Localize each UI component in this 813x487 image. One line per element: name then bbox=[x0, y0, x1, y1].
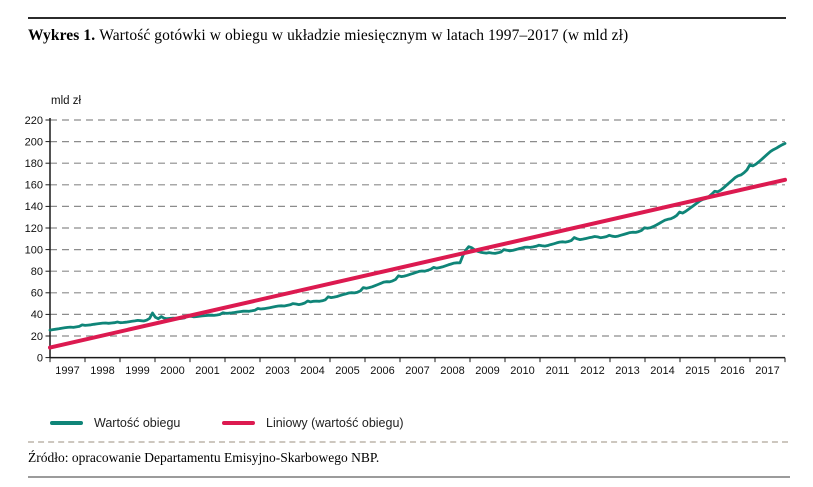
x-tick-label: 2012 bbox=[580, 365, 604, 377]
y-tick-label: 60 bbox=[31, 288, 43, 300]
y-tick-label: 120 bbox=[25, 223, 43, 235]
y-tick-label: 0 bbox=[37, 352, 43, 364]
legend-swatch-liniowy bbox=[222, 420, 255, 426]
legend-label-liniowy: Liniowy (wartość obiegu) bbox=[266, 416, 404, 430]
x-tick-label: 2005 bbox=[335, 365, 359, 377]
x-tick-label: 2013 bbox=[615, 365, 639, 377]
legend-item-liniowy: Liniowy (wartość obiegu) bbox=[222, 416, 404, 430]
x-tick-label: 2000 bbox=[160, 365, 184, 377]
x-tick-label: 2008 bbox=[440, 365, 464, 377]
y-tick-label: 200 bbox=[25, 136, 43, 148]
figure-label: Wykres 1. bbox=[28, 27, 96, 44]
y-tick-label: 160 bbox=[25, 180, 43, 192]
y-tick-label: 100 bbox=[25, 244, 43, 256]
x-tick-label: 2014 bbox=[650, 365, 674, 377]
trend-line-liniowy bbox=[48, 177, 787, 350]
x-tick-label: 2006 bbox=[370, 365, 394, 377]
x-tick-label: 2010 bbox=[510, 365, 534, 377]
figure-title: Wykres 1. Wartość gotówki w obiegu w ukła… bbox=[28, 27, 798, 45]
x-tick-label: 2004 bbox=[300, 365, 324, 377]
x-tick-label: 2017 bbox=[755, 365, 779, 377]
x-tick-label: 2015 bbox=[685, 365, 709, 377]
y-tick-label: 140 bbox=[25, 201, 43, 213]
x-tick-label: 1999 bbox=[125, 365, 149, 377]
legend-label-wartosc-obiegu: Wartość obiegu bbox=[94, 416, 181, 430]
y-tick-label: 180 bbox=[25, 158, 43, 170]
x-tick-label: 2001 bbox=[195, 365, 219, 377]
x-tick-label: 1998 bbox=[90, 365, 114, 377]
y-tick-label: 80 bbox=[31, 266, 43, 278]
y-axis-unit-label: mld zł bbox=[51, 95, 81, 107]
y-tick-label: 20 bbox=[31, 331, 43, 343]
x-tick-label: 1997 bbox=[55, 365, 79, 377]
x-tick-label: 2007 bbox=[405, 365, 429, 377]
dashed-divider bbox=[28, 441, 788, 443]
bottom-rule bbox=[28, 476, 790, 478]
x-tick-label: 2002 bbox=[230, 365, 254, 377]
x-tick-label: 2009 bbox=[475, 365, 499, 377]
x-tick-label: 2016 bbox=[720, 365, 744, 377]
y-tick-label: 40 bbox=[31, 309, 43, 321]
x-tick-label: 2011 bbox=[546, 365, 570, 377]
x-tick-label: 2003 bbox=[265, 365, 289, 377]
legend-swatch-wartosc-obiegu bbox=[50, 420, 83, 426]
legend-item-wartosc-obiegu: Wartość obiegu bbox=[50, 416, 180, 430]
figure-title-text: Wartość gotówki w obiegu w układzie mies… bbox=[99, 27, 629, 44]
top-rule bbox=[28, 17, 786, 19]
y-tick-label: 220 bbox=[25, 115, 43, 127]
series-line-wartosc-obiegu bbox=[48, 142, 787, 332]
source-note: Źródło: opracowanie Departamentu Emisyjn… bbox=[28, 450, 380, 465]
chart-svg: mld zł 0 20 40 60 80 100 120 140 160 180 200 220 1997… bbox=[25, 95, 787, 377]
